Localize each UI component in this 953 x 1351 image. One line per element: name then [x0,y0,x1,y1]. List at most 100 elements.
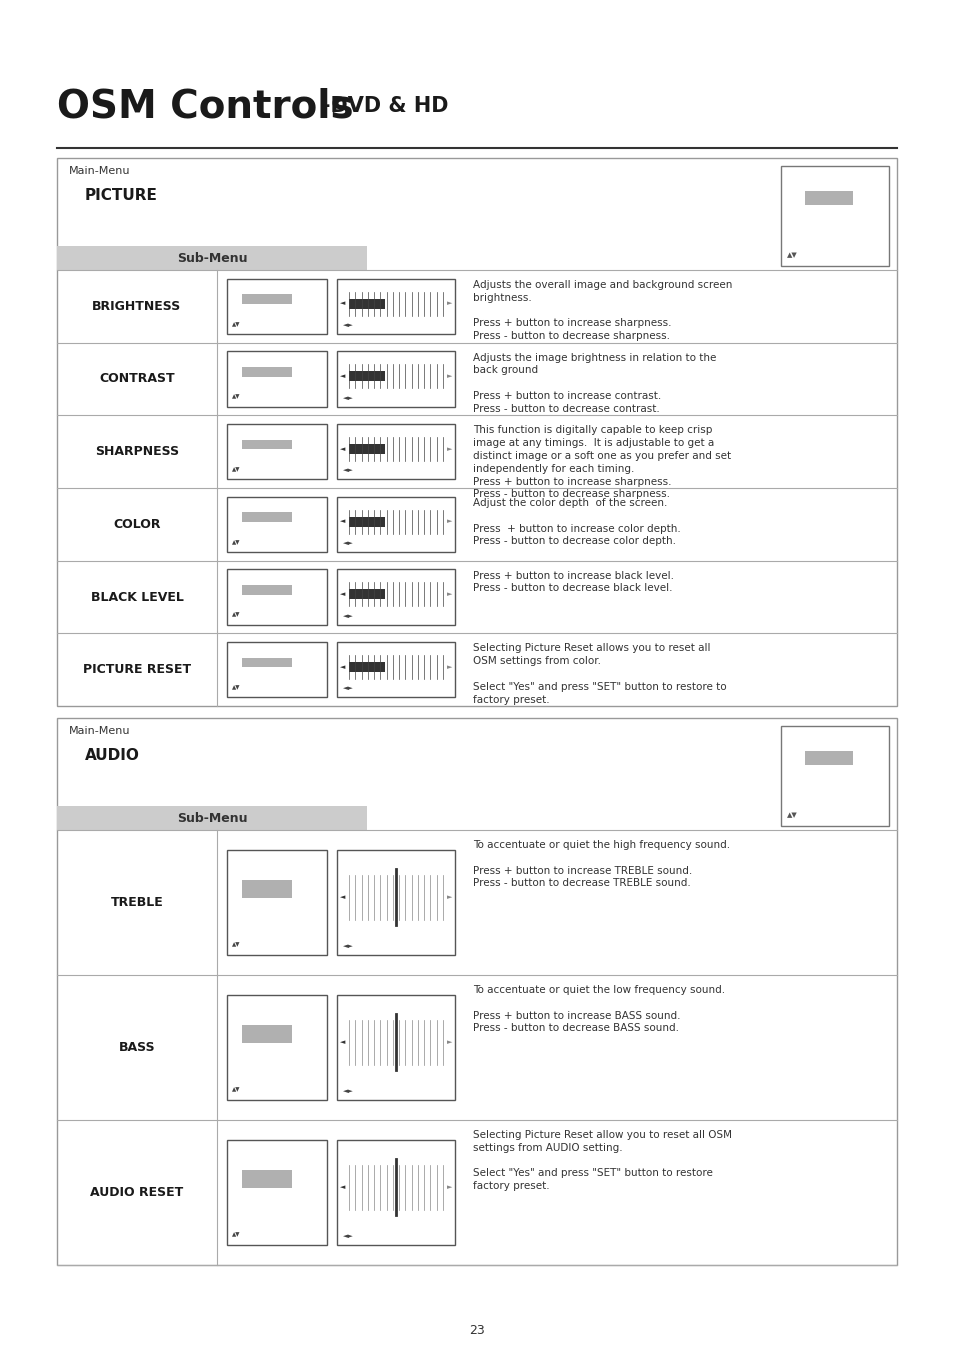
Bar [336,1140,455,1244]
Text: ◄: ◄ [339,894,345,900]
Bar [227,569,327,624]
Text: ▲▼: ▲▼ [232,1232,240,1238]
Text: BASS: BASS [118,1042,155,1054]
Text: ▲▼: ▲▼ [232,467,240,473]
Bar [227,351,327,407]
Text: ◄►: ◄► [343,394,354,401]
Text: Main-Menu: Main-Menu [69,166,131,176]
Text: ►: ► [446,1185,452,1190]
Text: ◄: ◄ [339,300,345,307]
Bar [242,585,292,594]
Text: To accentuate or quiet the high frequency sound.

Press + button to increase TRE: To accentuate or quiet the high frequenc… [473,840,729,889]
Text: ◄►: ◄► [343,322,354,328]
Bar [227,497,327,553]
Text: PICTURE: PICTURE [85,188,157,203]
Text: ◄►: ◄► [343,612,354,619]
Text: 23: 23 [469,1324,484,1336]
Bar [781,166,888,266]
Text: COLOR: COLOR [113,517,161,531]
Text: This function is digitally capable to keep crisp
image at any timings.  It is ad: This function is digitally capable to ke… [473,426,730,500]
Bar [349,299,384,308]
Text: ◄: ◄ [339,592,345,597]
Bar [242,367,292,377]
Text: ►: ► [446,592,452,597]
Text: ▲▼: ▲▼ [232,1088,240,1093]
Text: ◄►: ◄► [343,540,354,546]
Text: To accentuate or quiet the low frequency sound.

Press + button to increase BASS: To accentuate or quiet the low frequency… [473,985,724,1034]
Text: ►: ► [446,894,452,900]
Text: SHARPNESS: SHARPNESS [95,446,179,458]
Text: ►: ► [446,663,452,670]
Bar [336,642,455,697]
Bar [336,351,455,407]
Text: Main-Menu: Main-Menu [69,725,131,736]
Text: TREBLE: TREBLE [111,896,163,909]
Bar [804,190,853,205]
Text: Selecting Picture Reset allow you to reset all OSM
settings from AUDIO setting.
: Selecting Picture Reset allow you to res… [473,1129,731,1192]
Text: OSM Controls: OSM Controls [57,88,354,126]
Bar [227,424,327,480]
Text: ◄►: ◄► [343,1088,354,1094]
Text: ▲▼: ▲▼ [232,943,240,947]
Bar [349,516,384,527]
Text: –DVD & HD: –DVD & HD [319,96,448,116]
Bar [349,444,384,454]
Bar [242,658,292,667]
Text: ◄►: ◄► [343,943,354,948]
Text: ◄►: ◄► [343,1232,354,1239]
Bar [227,1140,327,1244]
Bar [336,424,455,480]
Text: ►: ► [446,1039,452,1046]
Text: ►: ► [446,300,452,307]
Text: Adjusts the overall image and background screen
brightness.

Press + button to i: Adjusts the overall image and background… [473,280,732,342]
Bar [57,717,896,1265]
Bar [336,569,455,624]
Bar [57,807,367,830]
Bar [336,278,455,334]
Bar [349,372,384,381]
Bar [242,1170,292,1189]
Text: ▲▼: ▲▼ [786,812,797,817]
Bar [242,439,292,450]
Text: ◄: ◄ [339,519,345,524]
Text: Sub-Menu: Sub-Menu [176,251,247,265]
Text: Selecting Picture Reset allows you to reset all
OSM settings from color.

Select: Selecting Picture Reset allows you to re… [473,643,726,704]
Text: ►: ► [446,446,452,451]
Bar [227,642,327,697]
Text: ▲▼: ▲▼ [232,685,240,690]
Bar [242,512,292,521]
Text: CONTRAST: CONTRAST [99,373,174,385]
Text: ►: ► [446,373,452,380]
Bar [349,662,384,671]
Bar [227,850,327,955]
Text: Adjust the color depth  of the screen.

Press  + button to increase color depth.: Adjust the color depth of the screen. Pr… [473,499,680,546]
Text: PICTURE RESET: PICTURE RESET [83,663,191,676]
Text: AUDIO RESET: AUDIO RESET [91,1186,183,1198]
Text: ◄: ◄ [339,1039,345,1046]
Text: ▲▼: ▲▼ [232,612,240,617]
Text: ▲▼: ▲▼ [232,540,240,544]
Bar [336,850,455,955]
Text: ▲▼: ▲▼ [786,253,797,258]
Text: Press + button to increase black level.
Press - button to decrease black level.: Press + button to increase black level. … [473,570,673,593]
Bar [57,158,896,707]
Text: ◄: ◄ [339,373,345,380]
Bar [336,996,455,1100]
Text: BRIGHTNESS: BRIGHTNESS [92,300,181,313]
Text: ►: ► [446,519,452,524]
Text: ▲▼: ▲▼ [232,322,240,327]
Bar [336,497,455,553]
Text: ◄►: ◄► [343,467,354,473]
Bar [804,751,853,765]
Text: Adjusts the image brightness in relation to the
back ground

Press + button to i: Adjusts the image brightness in relation… [473,353,716,413]
Text: Sub-Menu: Sub-Menu [176,812,247,824]
Bar [242,1024,292,1043]
Text: ◄: ◄ [339,1185,345,1190]
Text: ◄: ◄ [339,663,345,670]
Bar [781,725,888,825]
Text: ▲▼: ▲▼ [232,394,240,400]
Text: ◄: ◄ [339,446,345,451]
Text: AUDIO: AUDIO [85,748,140,763]
Text: ◄►: ◄► [343,685,354,692]
Bar [242,880,292,898]
